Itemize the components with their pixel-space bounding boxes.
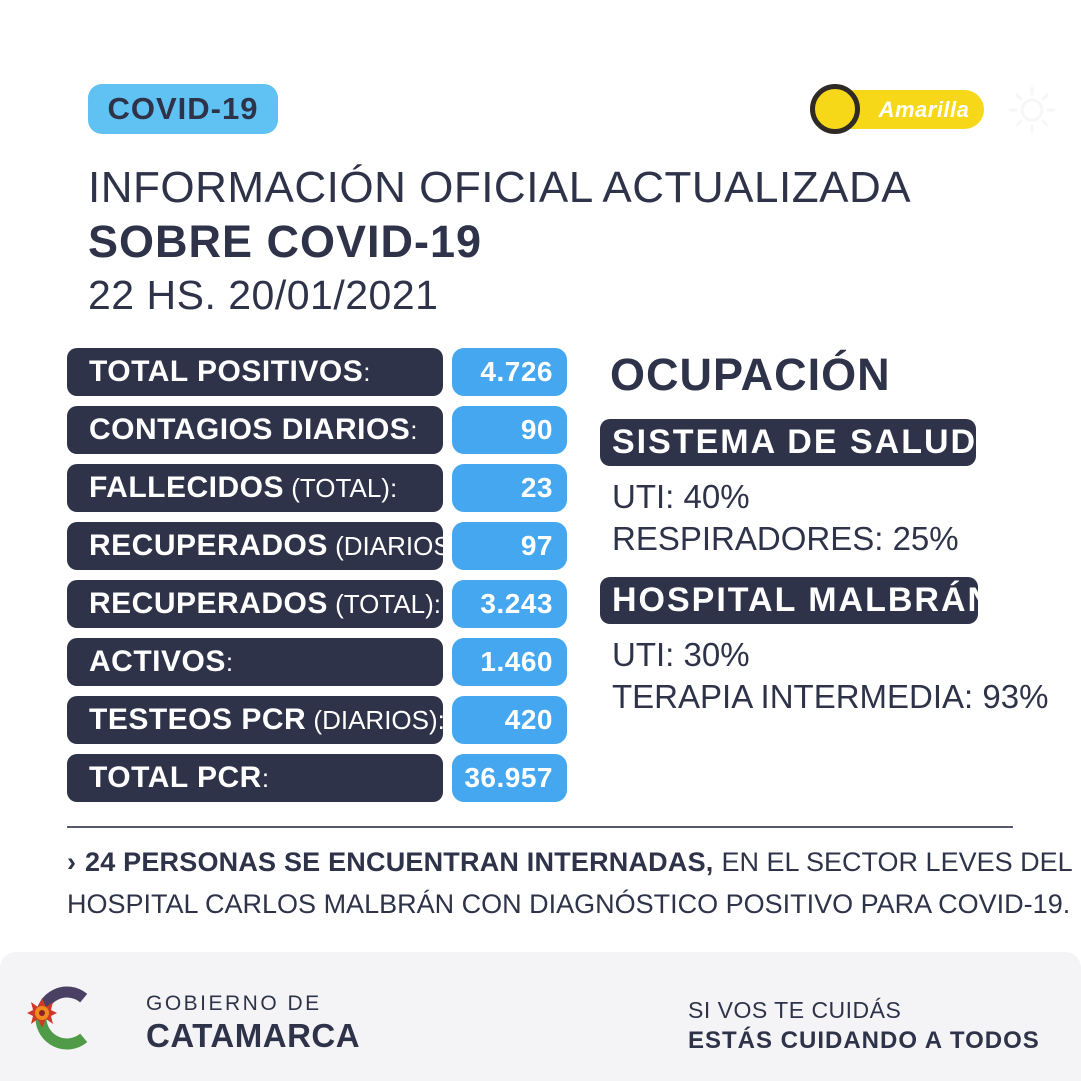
stat-label-box: TOTAL POSITIVOS: (67, 348, 443, 396)
occupancy-line-terapia-intermedia: TERAPIA INTERMEDIA: 93% (612, 678, 1049, 715)
title-line-2: SOBRE COVID-19 (88, 216, 483, 267)
status-circle-icon (810, 84, 860, 134)
stat-qualifier: (DIARIOS): (306, 705, 443, 735)
occupancy-heading-sistema-de-salud: SISTEMA DE SALUD (600, 419, 976, 466)
note-regular-text: EN EL SECTOR LEVES DEL (721, 847, 1073, 877)
stat-row-recuperados-diarios: RECUPERADOS (DIARIOS): 97 (67, 522, 567, 570)
stat-row-fallecidos: FALLECIDOS (TOTAL): 23 (67, 464, 567, 512)
stat-row-total-positivos: TOTAL POSITIVOS: 4.726 (67, 348, 567, 396)
slogan-line-2: ESTÁS CUIDANDO A TODOS (688, 1027, 1040, 1054)
catamarca-logo-icon (27, 986, 88, 1050)
stat-qualifier: : (261, 763, 270, 793)
report-datetime: 22 HS. 20/01/2021 (88, 272, 439, 318)
divider-line (67, 826, 1013, 828)
note-line-2: HOSPITAL CARLOS MALBRÁN CON DIAGNÓSTICO … (67, 889, 1071, 919)
slogan-line-1: SI VOS TE CUIDÁS (688, 997, 902, 1023)
occupancy-line-uti-malbran: UTI: 30% (612, 636, 750, 673)
stat-label: TOTAL POSITIVOS (89, 355, 364, 388)
occupancy-line-uti-sistema: UTI: 40% (612, 478, 750, 515)
stat-label: CONTAGIOS DIARIOS (89, 413, 411, 446)
chevron-right-icon: › (67, 847, 76, 877)
stat-label-box: TESTEOS PCR (DIARIOS): (67, 696, 443, 744)
stat-value: 1.460 (452, 638, 567, 686)
stat-label: RECUPERADOS (89, 529, 328, 562)
stat-qualifier: (TOTAL): (284, 473, 398, 503)
stat-value: 3.243 (452, 580, 567, 628)
logo-text-top: GOBIERNO DE (146, 992, 322, 1015)
note-line-1: › 24 PERSONAS SE ENCUENTRAN INTERNADAS, EN… (67, 841, 1073, 883)
stat-label-box: FALLECIDOS (TOTAL): (67, 464, 443, 512)
status-pill-label: Amarilla (878, 97, 970, 122)
occupancy-title: OCUPACIÓN (610, 349, 891, 400)
virus-watermark-icon (1008, 86, 1056, 134)
stat-label: FALLECIDOS (89, 471, 285, 504)
stat-row-recuperados-total: RECUPERADOS (TOTAL): 3.243 (67, 580, 567, 628)
stat-row-testeos-pcr: TESTEOS PCR (DIARIOS): 420 (67, 696, 567, 744)
stat-label: RECUPERADOS (89, 587, 328, 620)
footer-slogan: SI VOS TE CUIDÁS ESTÁS CUIDANDO A TODOS (688, 997, 1040, 1055)
occupancy-line-respiradores: RESPIRADORES: 25% (612, 520, 959, 557)
stat-value: 4.726 (452, 348, 567, 396)
stat-value: 36.957 (452, 754, 567, 802)
stat-qualifier: : (363, 357, 371, 387)
stats-table: TOTAL POSITIVOS: 4.726 CONTAGIOS DIARIOS… (67, 348, 567, 802)
government-logo-text: GOBIERNO DE CATAMARCA (146, 992, 360, 1055)
footer-bar: GOBIERNO DE CATAMARCA SI VOS TE CUIDÁS E… (0, 952, 1081, 1081)
covid19-badge: COVID-19 (88, 84, 278, 134)
stat-row-contagios-diarios: CONTAGIOS DIARIOS: 90 (67, 406, 567, 454)
stat-label-box: ACTIVOS: (67, 638, 443, 686)
logo-text-bottom: CATAMARCA (146, 1017, 361, 1054)
stat-label-box: CONTAGIOS DIARIOS: (67, 406, 443, 454)
internados-note: › 24 PERSONAS SE ENCUENTRAN INTERNADAS, EN… (67, 841, 1073, 925)
stat-label-box: TOTAL PCR: (67, 754, 443, 802)
stat-row-total-pcr: TOTAL PCR: 36.957 (67, 754, 567, 802)
stat-value: 23 (452, 464, 567, 512)
stat-row-activos: ACTIVOS: 1.460 (67, 638, 567, 686)
stat-value: 90 (452, 406, 567, 454)
stat-value: 420 (452, 696, 567, 744)
stat-label-box: RECUPERADOS (DIARIOS): (67, 522, 443, 570)
stat-label: ACTIVOS (89, 645, 226, 678)
note-bold-text: 24 PERSONAS SE ENCUENTRAN INTERNADAS, (85, 847, 714, 877)
stat-value: 97 (452, 522, 567, 570)
stat-label: TOTAL PCR (89, 761, 262, 794)
title-line-1: INFORMACIÓN OFICIAL ACTUALIZADA (88, 163, 912, 212)
stat-qualifier: : (225, 647, 234, 677)
stat-label: TESTEOS PCR (89, 703, 307, 736)
stat-qualifier: (DIARIOS): (335, 531, 443, 561)
stat-label-box: RECUPERADOS (TOTAL): (67, 580, 443, 628)
stat-qualifier: : (410, 415, 418, 445)
stat-qualifier: (TOTAL): (327, 589, 442, 619)
occupancy-heading-hospital-malbran: HOSPITAL MALBRÁN (600, 577, 992, 624)
